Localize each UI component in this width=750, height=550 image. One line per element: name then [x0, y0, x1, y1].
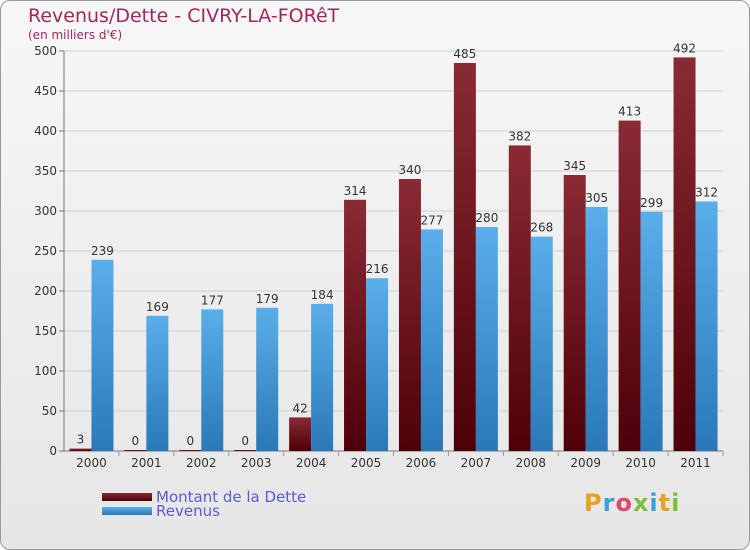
x-tick-label: 2010 [625, 456, 656, 470]
grid-layer [59, 50, 724, 456]
bar-revenus [475, 227, 498, 451]
legend-label-revenus: Revenus [156, 502, 220, 520]
bar-revenus [201, 309, 224, 451]
bar-revenus [366, 278, 389, 451]
labels-layer: 0 50 100 150 200 250 300 350 400 450 500 2000 3 239 20… [34, 41, 718, 470]
y-tick-label: 150 [34, 324, 57, 338]
bar-revenus [256, 307, 279, 451]
x-tick-label: 2004 [296, 456, 327, 470]
x-tick-label: 2000 [76, 456, 107, 470]
y-tick-label: 450 [34, 84, 57, 98]
data-label-revenus: 280 [475, 211, 498, 225]
data-label-dette: 340 [399, 163, 422, 177]
data-label-dette: 492 [673, 41, 696, 55]
bar-revenus [530, 236, 553, 451]
data-label-dette: 382 [508, 129, 531, 143]
data-label-revenus: 268 [530, 221, 553, 235]
bar-dette [563, 175, 586, 451]
bar-dette [289, 417, 312, 451]
bar-revenus [146, 315, 169, 451]
x-tick-label: 2006 [406, 456, 437, 470]
bar-revenus [311, 303, 334, 451]
bar-dette [508, 145, 531, 451]
data-label-revenus: 216 [366, 262, 389, 276]
data-label-revenus: 184 [311, 288, 334, 302]
bar-dette [69, 448, 92, 451]
bars-layer [69, 57, 718, 452]
bar-dette [398, 179, 421, 451]
chart-subtitle: (en milliers d'€) [28, 28, 123, 42]
bar-revenus [420, 229, 443, 451]
bar-dette [234, 450, 257, 451]
data-label-dette: 0 [241, 434, 249, 448]
data-label-dette: 3 [77, 433, 85, 447]
bar-revenus [91, 259, 114, 451]
bar-dette [179, 450, 202, 451]
legend-label-dette: Montant de la Dette [156, 488, 307, 506]
data-label-revenus: 305 [585, 191, 608, 205]
data-label-dette: 0 [132, 434, 140, 448]
data-label-revenus: 239 [91, 244, 114, 258]
bar-revenus [585, 207, 608, 451]
x-tick-label: 2003 [241, 456, 272, 470]
legend-swatch-revenus [102, 507, 152, 515]
chart-title: Revenus/Dette - CIVRY-LA-FORêT [28, 5, 340, 27]
x-tick-label: 2001 [131, 456, 162, 470]
legend-item-dette: Montant de la Dette [102, 488, 306, 506]
legend-item-revenus: Revenus [102, 502, 220, 520]
x-tick-label: 2002 [186, 456, 217, 470]
y-tick-label: 0 [49, 444, 57, 458]
y-tick-label: 200 [34, 284, 57, 298]
bar-dette [124, 450, 147, 451]
y-tick-label: 300 [34, 204, 57, 218]
legend-swatch-dette [102, 493, 152, 501]
y-tick-label: 50 [42, 404, 57, 418]
y-tick-label: 100 [34, 364, 57, 378]
data-label-dette: 413 [618, 105, 641, 119]
proxiti-logo: Proxiti [584, 489, 681, 517]
data-label-revenus: 169 [146, 300, 169, 314]
data-label-dette: 345 [563, 159, 586, 173]
bar-dette [618, 120, 641, 451]
data-label-revenus: 179 [256, 292, 279, 306]
x-tick-label: 2008 [516, 456, 547, 470]
data-label-revenus: 299 [640, 196, 663, 210]
x-tick-label: 2009 [570, 456, 601, 470]
data-label-revenus: 277 [421, 213, 444, 227]
data-label-dette: 485 [453, 47, 476, 61]
bar-dette [453, 63, 476, 451]
y-tick-label: 250 [34, 244, 57, 258]
data-label-dette: 0 [186, 434, 194, 448]
data-label-revenus: 312 [695, 185, 718, 199]
bar-revenus [640, 211, 663, 451]
x-tick-label: 2007 [461, 456, 492, 470]
bar-revenus [695, 201, 718, 451]
y-tick-label: 350 [34, 164, 57, 178]
x-tick-label: 2005 [351, 456, 382, 470]
data-label-revenus: 177 [201, 293, 224, 307]
y-tick-label: 400 [34, 124, 57, 138]
data-label-dette: 42 [292, 401, 307, 415]
data-label-dette: 314 [344, 184, 367, 198]
bar-dette [344, 199, 367, 451]
y-tick-label: 500 [34, 44, 57, 58]
x-tick-label: 2011 [680, 456, 711, 470]
bar-dette [673, 57, 696, 452]
